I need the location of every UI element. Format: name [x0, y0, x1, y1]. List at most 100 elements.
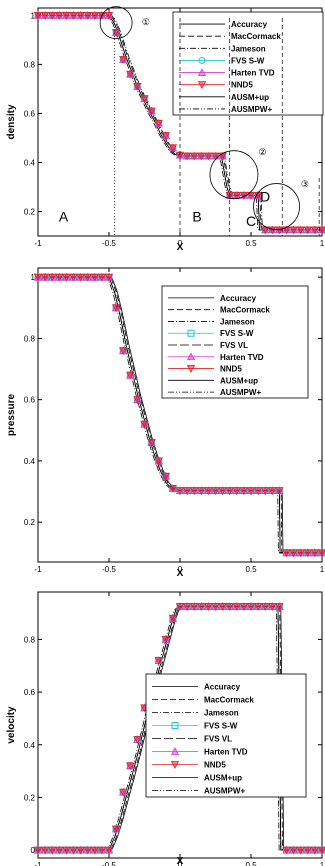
marker-nnd5 — [161, 636, 170, 644]
marker-nnd5 — [140, 95, 149, 104]
marker-nnd5 — [310, 226, 320, 235]
marker-nnd5 — [239, 487, 249, 495]
legend-marker — [197, 81, 207, 90]
legend-entry-label: FVS S-W — [204, 722, 238, 731]
legend-marker — [198, 56, 206, 64]
marker-nnd5 — [239, 603, 249, 611]
y-tick-label: 0.6 — [24, 109, 36, 118]
marker-nnd5 — [55, 273, 64, 282]
legend-entry-label: Accuracy — [220, 294, 257, 303]
y-tick-label: 0.8 — [24, 60, 36, 69]
marker-nnd5 — [111, 825, 121, 834]
legend-entry-label: Jameson — [204, 709, 239, 718]
marker-nnd5 — [83, 273, 92, 282]
legend-entry-label: AUSM+up — [231, 93, 269, 102]
marker-nnd5 — [204, 487, 213, 495]
marker-nnd5 — [76, 273, 85, 282]
legend-entry-label: Harten TVD — [231, 69, 275, 78]
x-tick-label: -1 — [34, 861, 42, 866]
y-tick-label: 0.6 — [24, 688, 36, 697]
marker-nnd5 — [119, 788, 128, 797]
y-axis-label: density — [6, 104, 17, 139]
y-tick-label: 0.6 — [24, 396, 36, 405]
marker-nnd5 — [133, 736, 142, 744]
x-tick-label: 0.5 — [245, 861, 257, 866]
marker-nnd5 — [90, 11, 99, 20]
marker-nnd5 — [211, 152, 220, 161]
marker-nnd5 — [197, 152, 206, 161]
marker-nnd5 — [282, 846, 291, 855]
marker-nnd5 — [261, 603, 270, 611]
region-label: B — [192, 208, 201, 224]
marker-nnd5 — [33, 273, 43, 282]
region-label: D — [260, 189, 270, 205]
legend-entry-label: FVS VL — [220, 341, 248, 350]
marker-nnd5 — [232, 191, 241, 200]
marker-nnd5 — [225, 603, 234, 611]
marker-nnd5 — [246, 603, 256, 611]
marker-nnd5 — [175, 487, 185, 495]
highlight-circle — [253, 183, 300, 230]
marker-nnd5 — [182, 603, 192, 611]
legend-box — [172, 11, 324, 116]
marker-nnd5 — [69, 846, 78, 855]
marker-nnd5 — [303, 846, 312, 855]
marker-nnd5 — [261, 487, 270, 495]
marker-nnd5 — [133, 396, 142, 405]
legend-entry-label: AUSM+up — [204, 774, 242, 783]
legend-entry-label: FVS S-W — [220, 329, 254, 338]
marker-nnd5 — [310, 846, 320, 855]
circle-number: ③ — [301, 179, 309, 189]
marker-nnd5 — [69, 11, 78, 20]
marker-nnd5 — [211, 487, 220, 495]
marker-nnd5 — [303, 549, 312, 558]
marker-nnd5 — [168, 144, 178, 153]
marker-nnd5 — [190, 487, 199, 495]
marker-nnd5 — [275, 603, 284, 611]
y-tick-label: 0.2 — [24, 518, 36, 527]
marker-nnd5 — [175, 603, 185, 611]
marker-nnd5 — [97, 273, 107, 282]
marker-nnd5 — [204, 603, 213, 611]
legend-marker — [170, 761, 180, 769]
marker-nnd5 — [76, 846, 85, 855]
legend-box — [161, 285, 309, 399]
marker-nnd5 — [90, 846, 99, 855]
marker-nnd5 — [289, 549, 298, 558]
marker-nnd5 — [190, 152, 199, 161]
marker-nnd5 — [296, 226, 305, 235]
marker-nnd5 — [154, 457, 163, 466]
marker-nnd5 — [197, 487, 206, 495]
region-label: A — [59, 208, 69, 224]
circle-number: ① — [142, 17, 150, 27]
marker-nnd5 — [126, 762, 135, 771]
legend-marker — [187, 329, 195, 337]
marker-nnd5 — [62, 11, 71, 20]
legend-entry-label: AUSM+up — [220, 376, 258, 385]
legend-entry-label: NND5 — [204, 761, 226, 770]
marker-nnd5 — [211, 603, 220, 611]
y-tick-label: 0.4 — [24, 741, 36, 750]
y-axis-label: velocity — [6, 706, 17, 744]
y-tick-label: 1 — [31, 273, 36, 282]
x-tick-label: -1 — [34, 239, 42, 248]
x-tick-label: 0 — [178, 565, 183, 574]
x-tick-label: 0.5 — [245, 239, 257, 248]
highlight-circle — [209, 150, 259, 200]
x-tick-label: 1 — [320, 239, 325, 248]
marker-nnd5 — [253, 487, 263, 495]
marker-nnd5 — [33, 846, 43, 855]
legend-entry-label: NND5 — [231, 81, 253, 90]
marker-nnd5 — [154, 657, 163, 665]
y-tick-label: 0.4 — [24, 457, 36, 466]
marker-nnd5 — [55, 846, 64, 855]
marker-nnd5 — [246, 487, 256, 495]
marker-nnd5 — [268, 603, 277, 611]
marker-nnd5 — [218, 603, 227, 611]
legend-entry-label: AUSMPW+ — [231, 105, 272, 114]
marker-nnd5 — [69, 273, 78, 282]
marker-nnd5 — [140, 420, 149, 429]
legend-entry-label: Harten TVD — [204, 748, 248, 757]
